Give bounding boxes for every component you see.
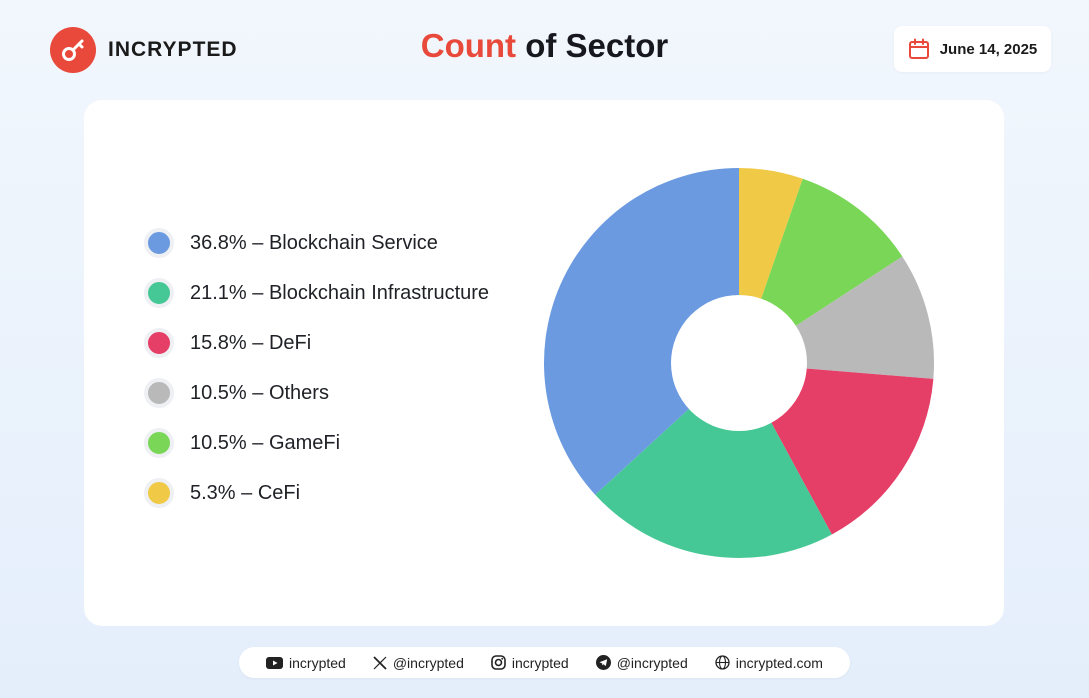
- legend-label: 5.3% – CeFi: [190, 481, 301, 504]
- legend-label: 36.8% – Blockchain Service: [190, 231, 438, 254]
- legend-item: 15.8% – DeFi: [144, 318, 489, 368]
- donut-hole: [671, 295, 807, 431]
- legend-swatch: [144, 478, 174, 508]
- chart-card: 36.8% – Blockchain Service 21.1% – Blockc…: [84, 100, 1004, 626]
- calendar-icon: [908, 38, 930, 60]
- social-footer: incrypted @incrypted incrypted @incrypte…: [239, 647, 850, 678]
- chart-legend: 36.8% – Blockchain Service 21.1% – Blockc…: [144, 218, 489, 518]
- globe-icon: [715, 655, 730, 670]
- legend-swatch: [144, 328, 174, 358]
- pie-slice-blockchain-service: [544, 168, 739, 495]
- legend-item: 21.1% – Blockchain Infrastructure: [144, 268, 489, 318]
- legend-item: 10.5% – GameFi: [144, 418, 489, 468]
- footer-instagram[interactable]: incrypted: [491, 655, 569, 671]
- footer-telegram[interactable]: @incrypted: [595, 654, 688, 671]
- legend-swatch: [144, 378, 174, 408]
- pie-slice-blockchain-infrastructure: [595, 363, 832, 558]
- youtube-icon: [266, 656, 284, 669]
- title-rest: of Sector: [516, 27, 669, 64]
- donut-chart: [544, 168, 934, 558]
- x-icon: [373, 655, 387, 670]
- footer-x[interactable]: @incrypted: [373, 655, 464, 671]
- footer-x-text: @incrypted: [392, 654, 464, 671]
- footer-telegram-text: @incrypted: [616, 654, 688, 671]
- legend-label: 21.1% – Blockchain Infrastructure: [190, 281, 490, 304]
- instagram-icon: [491, 655, 506, 670]
- legend-item: 36.8% – Blockchain Service: [144, 218, 489, 268]
- footer-website[interactable]: incrypted.com: [715, 655, 823, 671]
- footer-website-text: incrypted.com: [735, 654, 823, 671]
- title-accent: Count: [420, 27, 517, 64]
- date-text: June 14, 2025: [939, 40, 1038, 58]
- footer-instagram-text: incrypted: [511, 654, 569, 671]
- page-title: Count of Sector: [0, 27, 1089, 65]
- brand: INCRYPTED: [50, 27, 238, 73]
- legend-label: 10.5% – GameFi: [190, 431, 341, 454]
- key-icon: [50, 27, 96, 73]
- date-badge: June 14, 2025: [894, 26, 1051, 72]
- brand-name: INCRYPTED: [108, 38, 238, 61]
- legend-label: 10.5% – Others: [190, 381, 329, 404]
- legend-label: 15.8% – DeFi: [190, 331, 312, 354]
- legend-swatch: [144, 278, 174, 308]
- legend-swatch: [144, 228, 174, 258]
- legend-swatch: [144, 428, 174, 458]
- telegram-icon: [595, 655, 611, 670]
- footer-youtube-text: incrypted: [289, 654, 346, 671]
- legend-item: 10.5% – Others: [144, 368, 489, 418]
- footer-youtube[interactable]: incrypted: [266, 655, 346, 671]
- legend-item: 5.3% – CeFi: [144, 468, 489, 518]
